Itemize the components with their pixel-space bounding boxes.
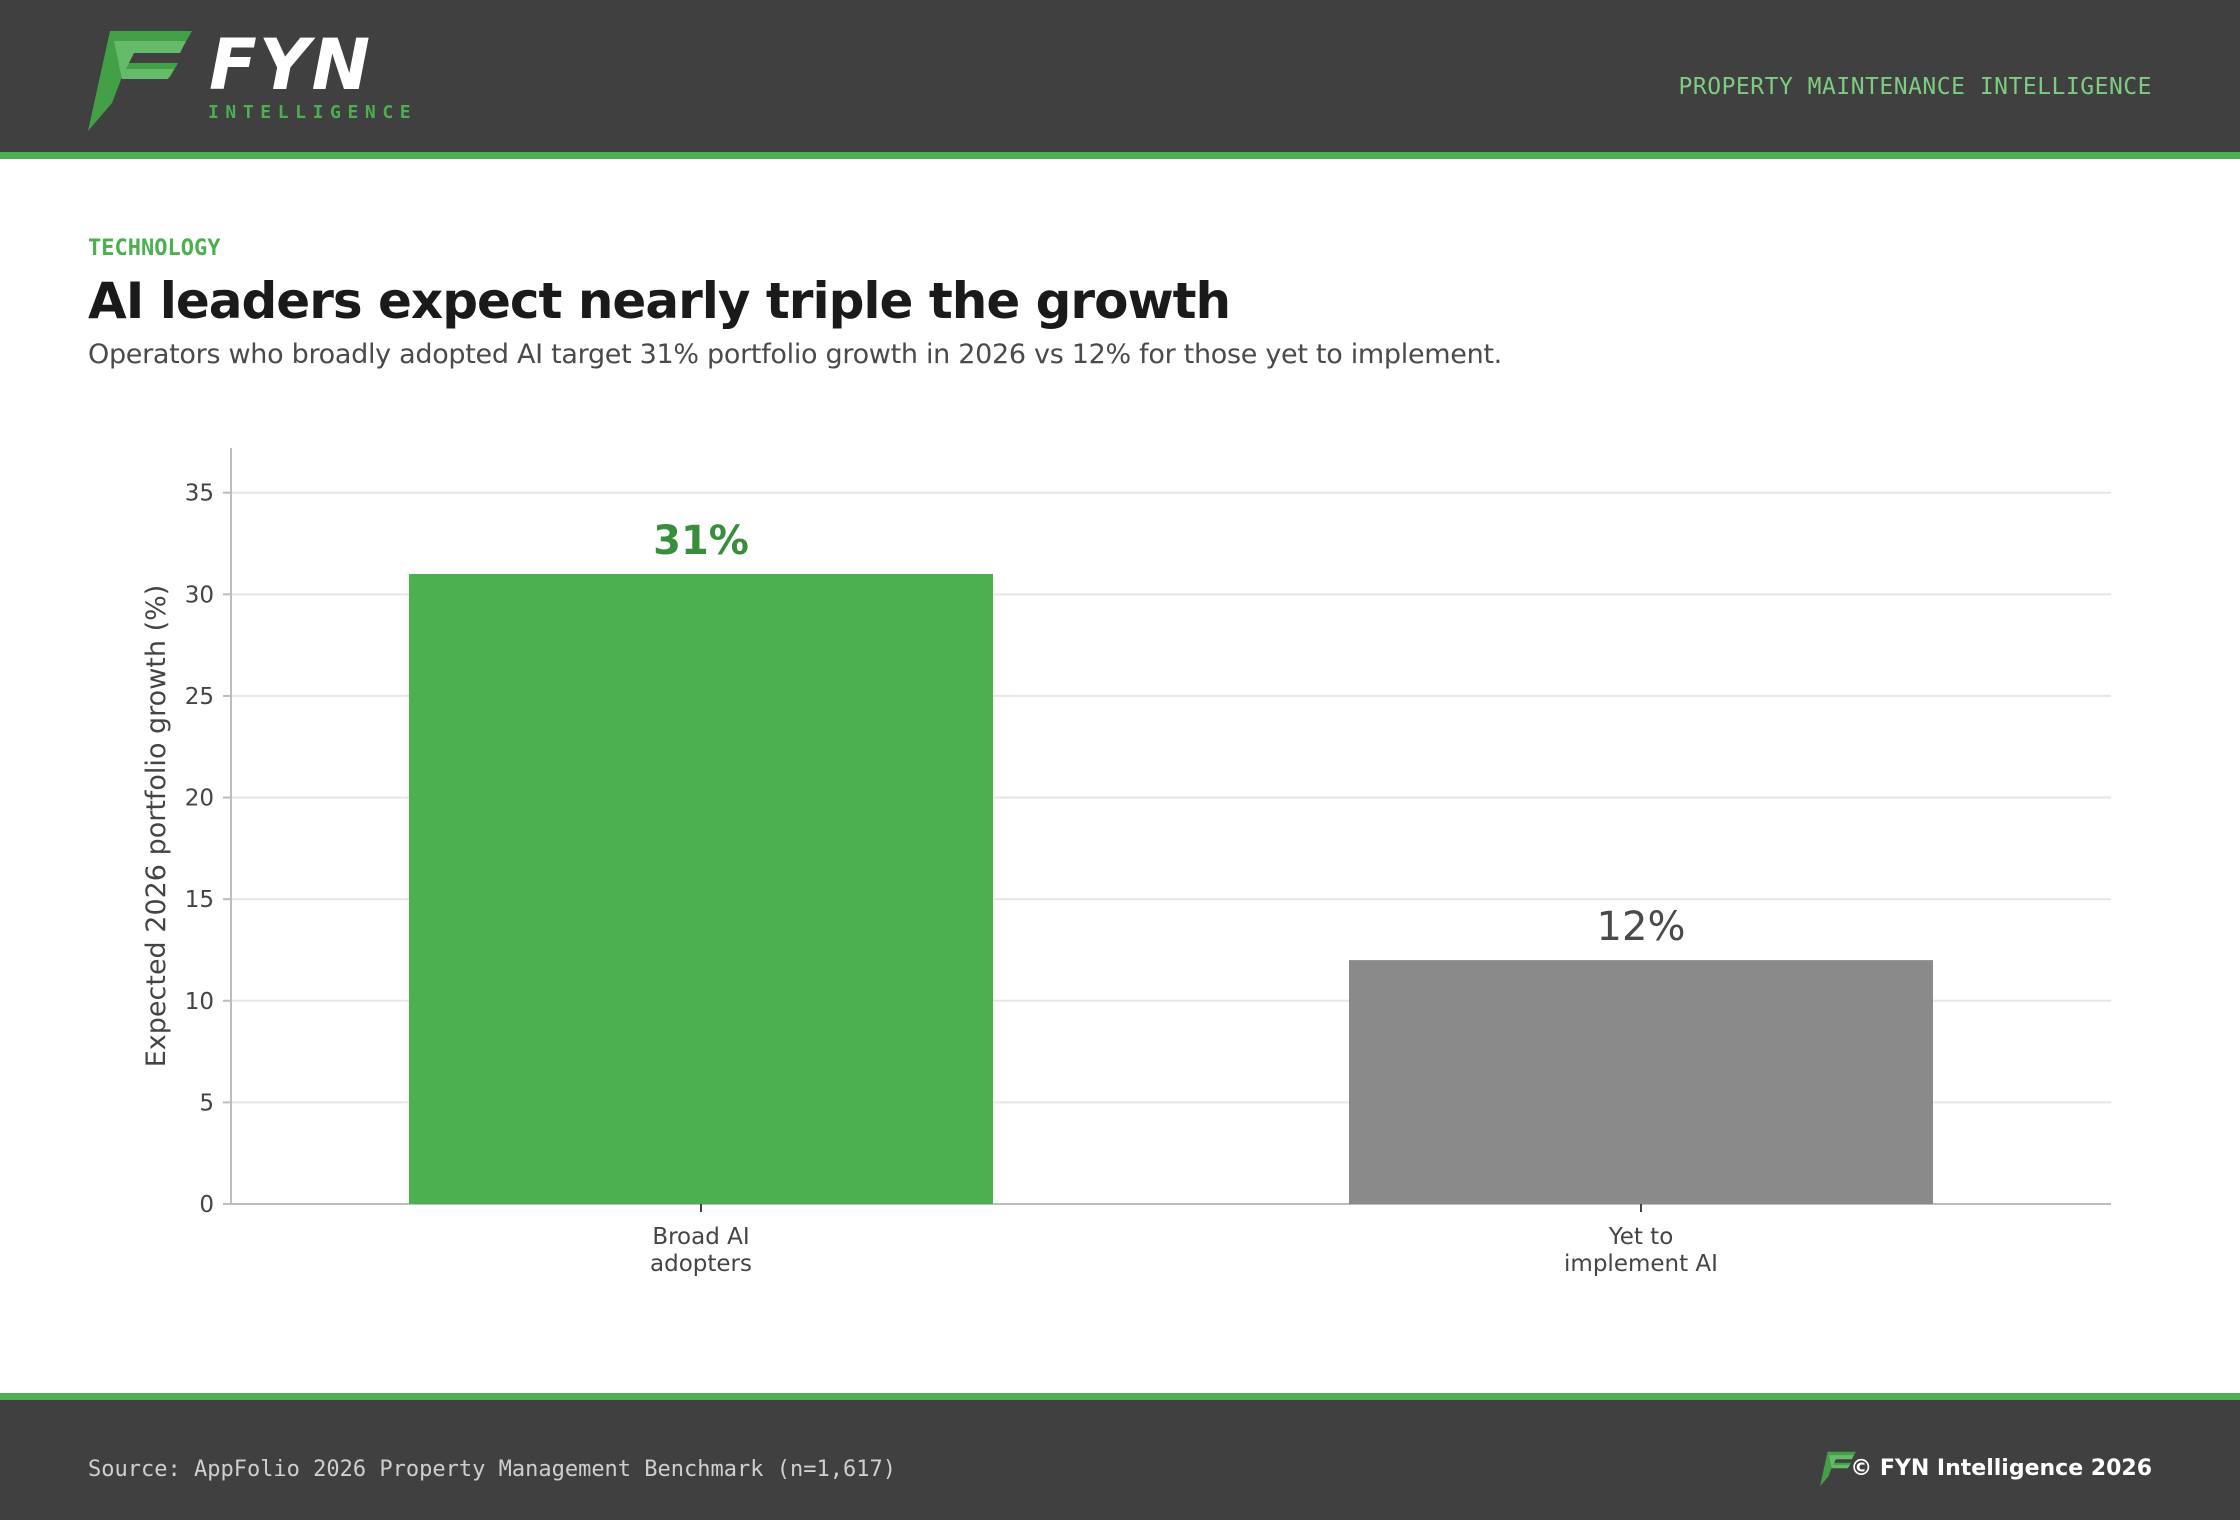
fyn-logo-small-icon <box>1820 1451 1856 1487</box>
page-subtitle: Operators who broadly adopted AI target … <box>88 339 1502 370</box>
y-tick-label: 30 <box>185 582 214 608</box>
section-kicker: TECHNOLOGY <box>88 236 221 261</box>
header-tagline: PROPERTY MAINTENANCE INTELLIGENCE <box>1678 74 2152 100</box>
y-tick-label: 15 <box>185 887 214 913</box>
brand-subtitle: INTELLIGENCE <box>208 102 418 123</box>
source-note: Source: AppFolio 2026 Property Managemen… <box>88 1457 896 1482</box>
bar-chart: 0 5 10 15 20 25 30 35 31% Broad AI adopters 12% Yet … <box>141 448 2111 1277</box>
y-axis-title: Expected 2026 portfolio growth (%) <box>141 585 172 1068</box>
y-tick-label: 10 <box>185 989 214 1015</box>
header: FYN INTELLIGENCE PROPERTY MAINTENANCE IN… <box>0 0 2240 159</box>
y-tick-label: 5 <box>199 1090 214 1116</box>
y-tick-label: 35 <box>185 481 214 507</box>
brand-name: FYN <box>209 24 373 106</box>
page-title: AI leaders expect nearly triple the grow… <box>88 272 1231 330</box>
y-tick-label: 0 <box>199 1192 214 1218</box>
x-tick-label: Broad AI adopters <box>650 1224 752 1277</box>
data-label: 31% <box>653 518 749 564</box>
data-label: 12% <box>1597 904 1686 950</box>
copyright: © FYN Intelligence 2026 <box>1850 1456 2152 1481</box>
bar <box>1349 960 1933 1204</box>
bar <box>409 574 993 1204</box>
footer: Source: AppFolio 2026 Property Managemen… <box>0 1393 2240 1520</box>
fyn-logo-icon <box>88 31 192 131</box>
y-tick-label: 25 <box>185 684 214 710</box>
x-tick-label: Yet to implement AI <box>1564 1224 1718 1277</box>
y-tick-label: 20 <box>185 786 214 812</box>
